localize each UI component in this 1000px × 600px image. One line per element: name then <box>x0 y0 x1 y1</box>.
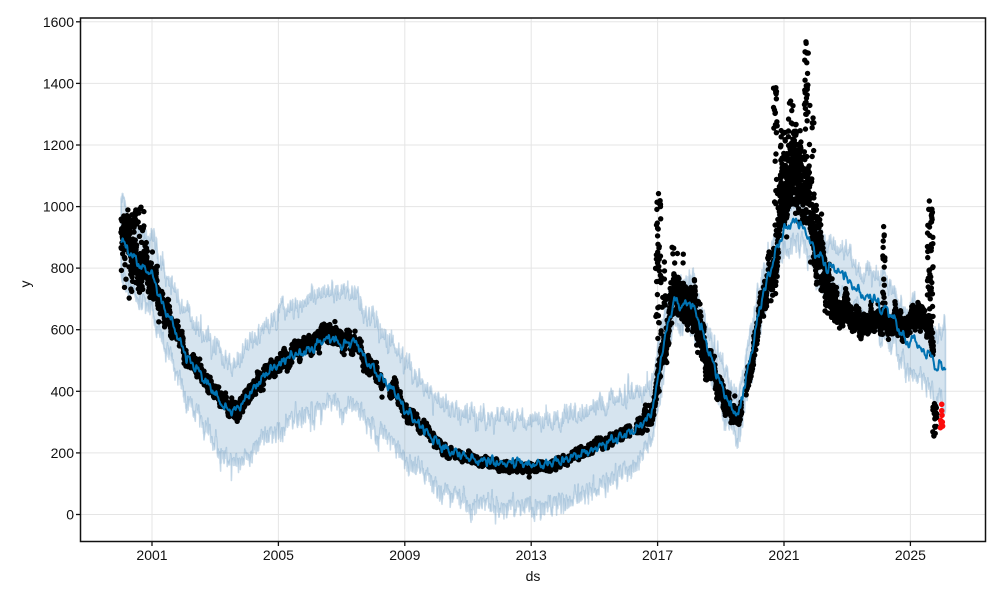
svg-text:1200: 1200 <box>43 137 74 153</box>
svg-text:800: 800 <box>51 260 75 276</box>
svg-text:ds: ds <box>526 568 541 584</box>
svg-text:2021: 2021 <box>768 547 799 563</box>
svg-text:2001: 2001 <box>136 547 167 563</box>
svg-text:400: 400 <box>51 383 75 399</box>
svg-text:2025: 2025 <box>895 547 926 563</box>
svg-text:200: 200 <box>51 445 75 461</box>
svg-text:1600: 1600 <box>43 14 74 30</box>
svg-text:2005: 2005 <box>263 547 294 563</box>
svg-text:2013: 2013 <box>516 547 547 563</box>
svg-text:2017: 2017 <box>642 547 673 563</box>
svg-text:y: y <box>17 281 33 288</box>
svg-text:1000: 1000 <box>43 199 74 215</box>
svg-text:600: 600 <box>51 322 75 338</box>
svg-text:1400: 1400 <box>43 75 74 91</box>
svg-text:0: 0 <box>66 507 74 523</box>
svg-text:2009: 2009 <box>389 547 420 563</box>
